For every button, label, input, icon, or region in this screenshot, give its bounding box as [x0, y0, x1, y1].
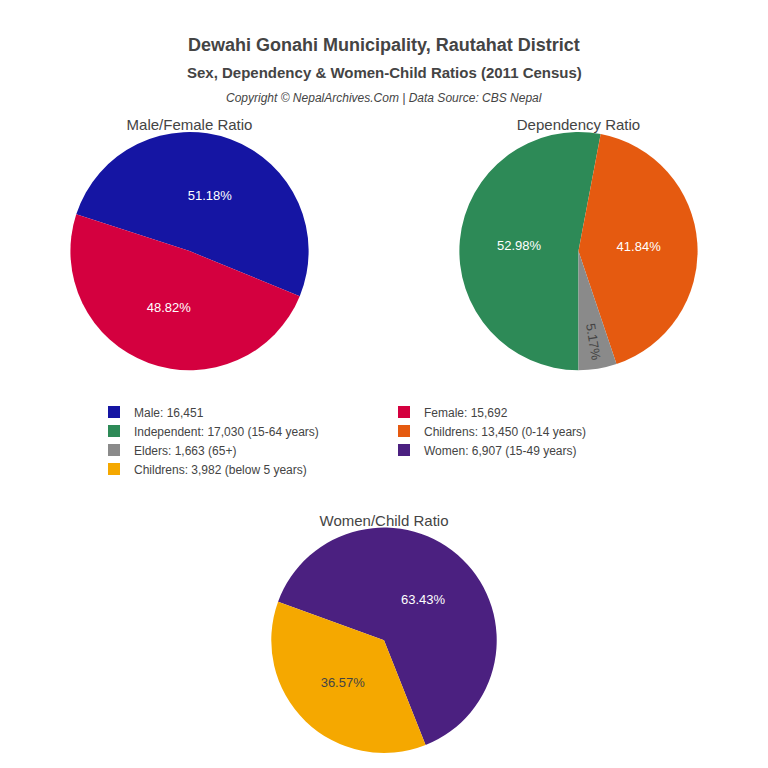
svg-text:Women: 6,907 (15-49 years): Women: 6,907 (15-49 years)	[424, 444, 577, 458]
svg-text:Women/Child Ratio: Women/Child Ratio	[320, 512, 449, 529]
svg-text:52.98%: 52.98%	[497, 238, 542, 253]
svg-text:Dewahi Gonahi Municipality, Ra: Dewahi Gonahi Municipality, Rautahat Dis…	[188, 35, 580, 55]
svg-text:Copyright © NepalArchives.Com: Copyright © NepalArchives.Com | Data Sou…	[226, 91, 542, 105]
svg-text:63.43%: 63.43%	[401, 592, 446, 607]
svg-text:Dependency Ratio: Dependency Ratio	[517, 116, 640, 133]
svg-text:Elders: 1,663 (65+): Elders: 1,663 (65+)	[134, 444, 236, 458]
svg-text:Male/Female Ratio: Male/Female Ratio	[127, 116, 253, 133]
svg-text:51.18%: 51.18%	[188, 188, 233, 203]
svg-text:Childrens: 13,450 (0-14 years): Childrens: 13,450 (0-14 years)	[424, 425, 586, 439]
svg-text:5.17%: 5.17%	[583, 322, 604, 361]
svg-text:41.84%: 41.84%	[617, 239, 662, 254]
svg-text:36.57%: 36.57%	[321, 675, 366, 690]
svg-text:Independent: 17,030 (15-64 yea: Independent: 17,030 (15-64 years)	[134, 425, 319, 439]
svg-text:Sex, Dependency & Women-Child: Sex, Dependency & Women-Child Ratios (20…	[187, 64, 582, 81]
svg-text:Female: 15,692: Female: 15,692	[424, 406, 508, 420]
svg-text:48.82%: 48.82%	[147, 300, 192, 315]
svg-text:Male: 16,451: Male: 16,451	[134, 406, 204, 420]
svg-text:Childrens: 3,982 (below 5 year: Childrens: 3,982 (below 5 years)	[134, 463, 307, 477]
